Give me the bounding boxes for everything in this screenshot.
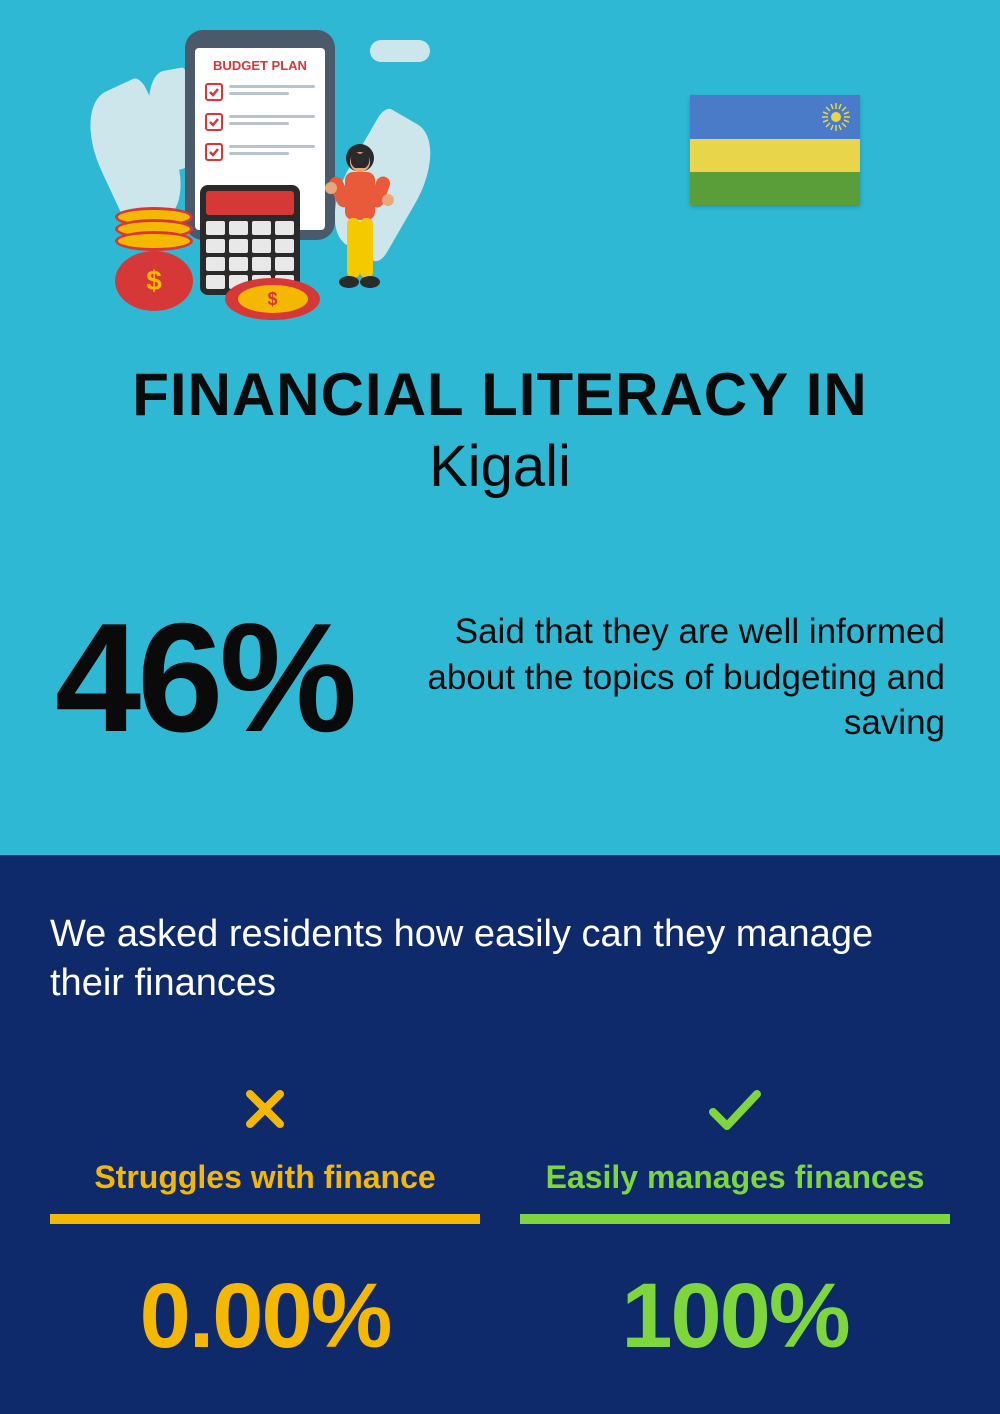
headline-stat: 46% Said that they are well informed abo…: [55, 600, 945, 755]
cloud-decoration: [370, 40, 430, 62]
easy-column: Easily manages finances 100%: [520, 1079, 950, 1369]
stat-percent: 46%: [55, 600, 353, 755]
top-section: BUDGET PLAN: [0, 0, 1000, 855]
clipboard-title: BUDGET PLAN: [205, 58, 315, 73]
easy-value: 100%: [520, 1264, 950, 1369]
page-title: FINANCIAL LITERACY IN: [0, 360, 1000, 429]
comparison-block: Struggles with finance 0.00% Easily mana…: [50, 1079, 950, 1369]
coin-icon: $: [225, 278, 320, 320]
sun-icon: [822, 103, 850, 131]
stat-description: Said that they are well informed about t…: [373, 609, 945, 746]
easy-label: Easily manages finances: [520, 1159, 950, 1196]
survey-question: We asked residents how easily can they m…: [50, 910, 950, 1009]
x-icon: [50, 1079, 480, 1139]
struggle-label: Struggles with finance: [50, 1159, 480, 1196]
person-icon: [325, 140, 395, 315]
struggle-value: 0.00%: [50, 1264, 480, 1369]
bottom-section: We asked residents how easily can they m…: [0, 855, 1000, 1414]
coin-stack-icon: $: [115, 215, 193, 311]
title-block: FINANCIAL LITERACY IN Kigali: [0, 360, 1000, 500]
check-icon: [520, 1079, 950, 1139]
page-subtitle: Kigali: [0, 433, 1000, 500]
divider: [50, 1214, 480, 1224]
rwanda-flag: [690, 95, 860, 205]
struggle-column: Struggles with finance 0.00%: [50, 1079, 480, 1369]
divider: [520, 1214, 950, 1224]
budget-illustration: BUDGET PLAN: [90, 20, 420, 320]
